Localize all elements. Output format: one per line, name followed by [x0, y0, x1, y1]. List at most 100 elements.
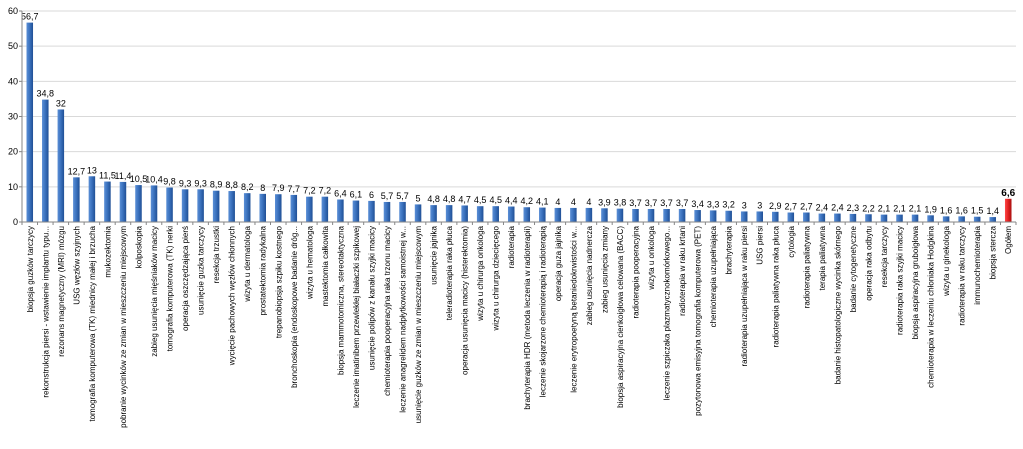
x-tick-label: rezonans magnetyczny (MRI) mózgu [57, 226, 66, 357]
data-label: 2,7 [800, 202, 813, 212]
data-label: 6 [369, 190, 374, 200]
bar [942, 216, 950, 222]
bar [26, 22, 34, 223]
bar [445, 205, 453, 222]
x-tick-label: mastektomia całkowita [321, 225, 330, 306]
x-tick-label: biopsja mammotomiczna, stereotaktyczna [336, 225, 345, 375]
bar [119, 181, 127, 222]
bar [430, 205, 437, 222]
data-label: 10,4 [145, 174, 163, 184]
x-tick-label: resekcja trzustki [212, 226, 221, 284]
data-label: 4 [555, 197, 560, 207]
y-tick-label: 40 [8, 76, 18, 86]
bar [383, 201, 391, 222]
bar [818, 213, 826, 222]
bar [259, 193, 266, 222]
bar [989, 217, 996, 222]
x-tick-label: zabieg usunięcia nadnercza [585, 225, 594, 325]
y-tick-label: 50 [8, 41, 18, 51]
x-tick-label: wizyta u onkologa [647, 225, 656, 290]
data-label: 4,8 [443, 194, 456, 204]
bar [1004, 198, 1012, 222]
data-label: 2,4 [831, 203, 844, 213]
x-tick-label: operacja guza jajnika [554, 225, 563, 301]
bar [678, 208, 686, 222]
bar [958, 216, 965, 222]
x-tick-label: brachyterapia [725, 225, 734, 274]
x-tick-label: teleradioterapia raka płuca [445, 225, 454, 320]
x-tick-label: leczenie szpiczaka plazmatycznokomórkowe… [663, 226, 672, 400]
data-label: 10,5 [130, 174, 148, 184]
x-tick-label: wizyta u dermatologa [243, 225, 252, 302]
gridlines [22, 10, 1016, 188]
x-tick-label: radioterapia w raku tarczycy [958, 226, 967, 326]
x-tick-label: chemioterapia w leczeniu chłoniaka Hodgk… [927, 225, 936, 387]
x-tick-label: operacja usunięcia macicy (histerektomia… [461, 226, 470, 375]
x-tick-label: radioterapia raka szyjki macicy [896, 226, 905, 335]
data-label: 2,7 [785, 202, 798, 212]
data-label: 7,9 [272, 183, 285, 193]
x-tick-label: chemioterapia pooperacyjna raka trzonu m… [383, 226, 392, 396]
data-label: 8,8 [225, 180, 238, 190]
x-tick-label: radioterapia paliatywna [802, 225, 811, 308]
x-tick-label: badanie cytogenetyczne [849, 225, 858, 312]
x-tick-label: brachyterapia HDR (metoda leczenia w rad… [523, 226, 532, 410]
data-label: 2,1 [893, 204, 906, 214]
data-label: 8,9 [210, 180, 223, 190]
bar [461, 205, 468, 222]
x-tick-label: cytologia [787, 225, 796, 257]
bar [709, 210, 717, 222]
x-tick-label: biopsja aspiracyjna cienkoigłowa celowan… [616, 226, 625, 408]
bar [663, 208, 670, 222]
bar [632, 208, 639, 222]
x-tick-label: zabieg usunięcia mięśniaków macicy [150, 226, 159, 357]
y-tick-label: 10 [8, 182, 18, 192]
bar [321, 196, 329, 222]
bar [150, 185, 158, 222]
bar [523, 207, 531, 222]
x-tick-label: badanie histopatologiczne wycinka skórne… [833, 225, 842, 384]
bar [135, 185, 142, 222]
x-tick-label: kolposkopia [134, 225, 143, 268]
x-tick-label: usunięcie guzka tarczycy [197, 226, 206, 315]
data-label: 2,2 [862, 203, 875, 213]
data-label: 2,1 [909, 204, 922, 214]
bar [243, 193, 251, 222]
data-label: 2,3 [847, 203, 860, 213]
bar [228, 191, 235, 222]
bar [492, 206, 499, 222]
x-tick-label: tomografia komputerowa (TK) nerki [166, 226, 175, 352]
bar [554, 207, 562, 222]
data-label: 9,3 [179, 178, 192, 188]
data-label: 11,4 [115, 171, 132, 181]
bar [880, 214, 888, 222]
bar [42, 99, 49, 222]
x-tick-label: leczenie anagrelidem nadpłytkowości samo… [399, 226, 408, 413]
x-tick-label: zabieg usunięcia zmiany [600, 226, 609, 313]
bar [399, 201, 406, 222]
data-label: 32 [56, 98, 66, 108]
bar [275, 194, 282, 222]
data-label: 12,7 [68, 166, 86, 176]
x-tick-label: usunięcie jajnika [430, 225, 439, 284]
x-tick-label: usunięcie polipów z kanału szyjki macicy [367, 226, 376, 370]
data-label: 11,5 [99, 171, 116, 181]
bar [57, 109, 65, 222]
data-label: 3 [742, 200, 747, 210]
data-label: 2,4 [816, 203, 829, 213]
data-label: 1,6 [940, 205, 953, 215]
bar [865, 214, 872, 222]
bar [570, 207, 577, 222]
bar [306, 196, 313, 222]
x-tick-label: operacja oszczędzająca pierś [181, 226, 190, 331]
bar [104, 181, 111, 222]
data-label: 3,2 [722, 200, 735, 210]
y-axis-ticks: 0 10 20 30 40 50 60 [8, 6, 18, 227]
x-tick-label: wizyta u chirurga onkologa [476, 225, 485, 321]
bar [896, 214, 903, 222]
data-label: 56,7 [21, 12, 39, 22]
x-tick-label: terapia paliatywna [818, 225, 827, 290]
data-label: 3,3 [707, 199, 720, 209]
x-tick-label: wizyta u chirurga dziecięcego [492, 225, 501, 331]
